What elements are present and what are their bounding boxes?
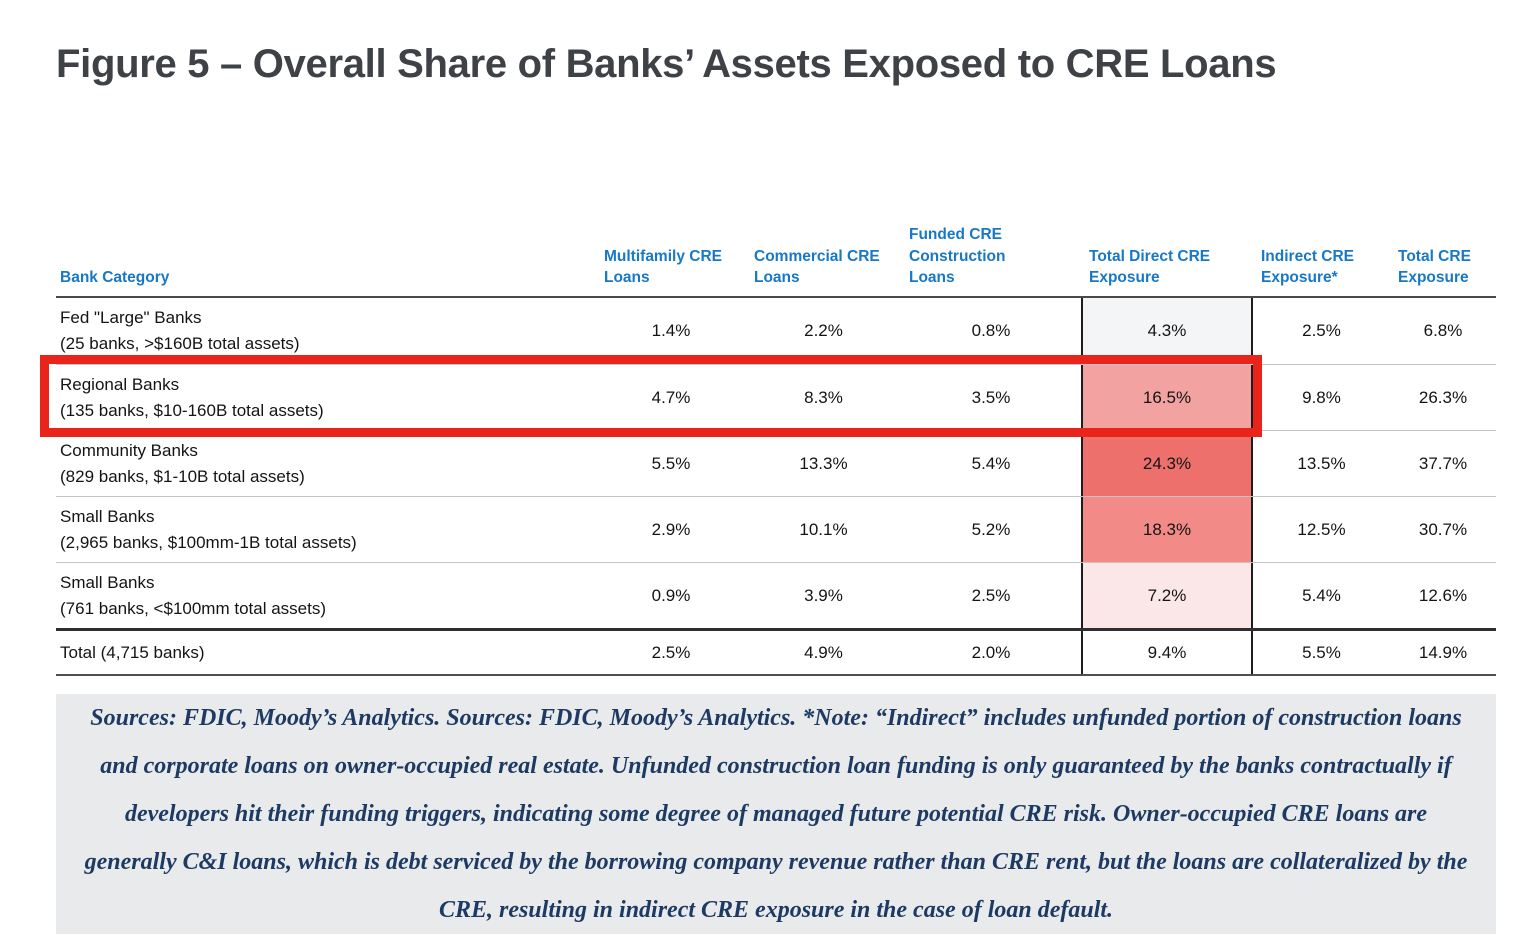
col-header-commercial-cre-loans: Commercial CRE Loans [754, 247, 880, 287]
col-header-indirect-cre-exposure: Indirect CRE Exposure* [1261, 247, 1355, 287]
total-direct-value: 16.5% [1081, 365, 1253, 430]
bank-category-cell: Small Banks (761 banks, <$100mm total as… [56, 563, 596, 628]
bank-detail: (761 banks, <$100mm total assets) [60, 598, 326, 618]
total-direct-value: 7.2% [1081, 563, 1253, 628]
funded-construction-value: 2.0% [971, 642, 1011, 662]
total-direct-value: 9.4% [1081, 631, 1253, 674]
bank-category-cell: Community Banks (829 banks, $1-10B total… [56, 431, 596, 496]
indirect-value: 9.8% [1302, 387, 1341, 407]
row-fed-large-banks: Fed "Large" Banks (25 banks, >$160B tota… [56, 298, 1496, 364]
cre-exposure-table: Bank Category Multifamily CRE Loans Comm… [40, 220, 1496, 676]
col-header-total-cre-exposure: Total CRE Exposure [1398, 247, 1471, 287]
funded-construction-value: 5.4% [971, 453, 1011, 473]
commercial-value: 10.1% [799, 519, 848, 539]
bank-detail: (25 banks, >$160B total assets) [60, 333, 300, 353]
bank-name: Fed "Large" Banks [60, 308, 202, 327]
col-header-funded-cre-construction-loans: Funded CRE Construction Loans [909, 225, 1006, 287]
total-direct-value: 24.3% [1081, 431, 1253, 496]
row-small-banks-under-100mm: Small Banks (761 banks, <$100mm total as… [56, 562, 1496, 628]
bank-name: Community Banks [60, 441, 198, 460]
source-footnote: Sources: FDIC, Moody’s Analytics. Source… [56, 694, 1496, 934]
indirect-value: 5.4% [1302, 585, 1341, 605]
bank-detail: (829 banks, $1-10B total assets) [60, 466, 305, 486]
funded-construction-value: 2.5% [971, 585, 1011, 605]
funded-construction-value: 0.8% [971, 321, 1011, 340]
total-direct-value: 4.3% [1081, 298, 1253, 364]
commercial-value: 4.9% [804, 642, 843, 662]
indirect-value: 5.5% [1302, 642, 1341, 662]
bank-detail: (135 banks, $10-160B total assets) [60, 400, 324, 420]
bank-detail: (2,965 banks, $100mm-1B total assets) [60, 532, 357, 552]
indirect-value: 13.5% [1297, 453, 1346, 473]
figure-title: Figure 5 – Overall Share of Banks’ Asset… [56, 42, 1277, 86]
table-header-row: Bank Category Multifamily CRE Loans Comm… [56, 220, 1496, 298]
multifamily-value: 5.5% [651, 453, 691, 473]
bank-category-cell: Regional Banks (135 banks, $10-160B tota… [56, 365, 596, 430]
total-cre-value: 37.7% [1418, 453, 1468, 473]
commercial-value: 2.2% [804, 321, 843, 340]
bank-category-cell: Small Banks (2,965 banks, $100mm-1B tota… [56, 497, 596, 562]
indirect-value: 2.5% [1302, 321, 1341, 340]
bank-name: Small Banks [60, 507, 155, 526]
row-total: Total (4,715 banks) 2.5% 4.9% 2.0% 9.4% … [56, 628, 1496, 676]
total-cre-value: 14.9% [1418, 642, 1468, 662]
commercial-value: 13.3% [799, 453, 848, 473]
total-cre-value: 30.7% [1418, 519, 1468, 539]
multifamily-value: 2.5% [651, 642, 691, 662]
total-direct-value: 18.3% [1081, 497, 1253, 562]
multifamily-value: 4.7% [651, 387, 691, 407]
col-header-bank-category: Bank Category [60, 269, 170, 287]
total-label: Total (4,715 banks) [60, 642, 205, 662]
col-header-total-direct-cre-exposure: Total Direct CRE Exposure [1089, 247, 1211, 287]
multifamily-value: 1.4% [651, 321, 691, 340]
row-community-banks: Community Banks (829 banks, $1-10B total… [56, 430, 1496, 496]
row-regional-banks: Regional Banks (135 banks, $10-160B tota… [56, 364, 1496, 430]
bank-category-cell: Fed "Large" Banks (25 banks, >$160B tota… [56, 298, 596, 364]
commercial-value: 3.9% [804, 585, 843, 605]
multifamily-value: 0.9% [651, 585, 691, 605]
multifamily-value: 2.9% [651, 519, 691, 539]
indirect-value: 12.5% [1297, 519, 1346, 539]
total-cre-value: 6.8% [1423, 321, 1463, 340]
row-small-banks-100mm-1b: Small Banks (2,965 banks, $100mm-1B tota… [56, 496, 1496, 562]
bank-name: Regional Banks [60, 375, 180, 394]
total-cre-value: 26.3% [1418, 387, 1468, 407]
commercial-value: 8.3% [804, 387, 843, 407]
funded-construction-value: 3.5% [971, 387, 1011, 407]
total-cre-value: 12.6% [1418, 585, 1468, 605]
bank-name: Small Banks [60, 573, 155, 592]
funded-construction-value: 5.2% [971, 519, 1011, 539]
col-header-multifamily-cre-loans: Multifamily CRE Loans [604, 247, 722, 287]
